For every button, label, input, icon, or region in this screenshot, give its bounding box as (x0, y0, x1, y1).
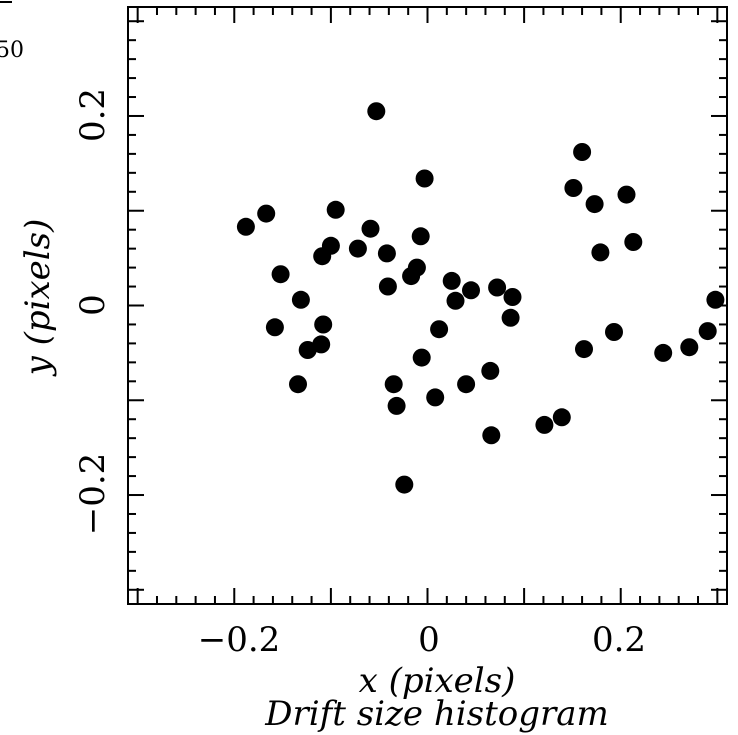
scatter-point (488, 278, 507, 297)
corner-fragment-label: 50 (0, 38, 24, 63)
scatter-point (384, 375, 403, 394)
scatter-point (412, 348, 431, 367)
scatter-point (564, 179, 583, 197)
scatter-point (298, 341, 317, 359)
scatter-point (265, 318, 284, 337)
scatter-point (314, 315, 333, 334)
scatter-point (291, 290, 310, 309)
scatter-point (457, 375, 476, 394)
scatter-point (367, 102, 386, 121)
scatter-point (585, 195, 604, 214)
scatter-point (535, 415, 554, 434)
axis-ticks (128, 7, 727, 604)
scatter-point (680, 338, 699, 357)
scatter-point (377, 244, 396, 263)
x-tick-label: 0.2 (592, 620, 646, 660)
scatter-point (706, 290, 725, 309)
scatter-point (573, 143, 592, 161)
scatter-point (378, 277, 397, 296)
scatter-point (462, 281, 480, 300)
scatter-point (387, 396, 406, 415)
scatter-point (442, 271, 461, 290)
scatter-point (411, 227, 430, 246)
x-tick-label: −0.2 (198, 620, 281, 660)
scatter-point (271, 265, 290, 284)
scatter-point (605, 323, 623, 341)
plot-frame (127, 6, 728, 605)
scatter-point (395, 475, 414, 494)
scatter-point (503, 288, 522, 306)
scatter-point (552, 408, 571, 427)
scatter-point (348, 239, 367, 258)
scatter-point (624, 233, 643, 251)
scatter-point (415, 169, 434, 188)
scatter-point (430, 320, 449, 339)
scatter-point (501, 308, 520, 327)
x-axis-label: x (pixels) (359, 661, 516, 701)
scatter-point (236, 217, 255, 236)
scatter-point (446, 291, 465, 310)
y-axis-label: y (pixels) (18, 219, 58, 378)
scatter-point (481, 361, 500, 380)
x-tick-label: 0 (418, 620, 440, 660)
scatter-point (326, 200, 345, 219)
y-tick-label: −0.2 (73, 453, 113, 536)
scatter-point (591, 243, 610, 262)
chart-caption: Drift size histogram (264, 694, 609, 734)
data-points (236, 102, 725, 494)
scatter-point (426, 388, 445, 407)
scatter-point (654, 343, 673, 362)
scatter-point (617, 185, 636, 204)
scatter-point (575, 340, 593, 359)
scatter-point (698, 322, 717, 341)
scatter-point (402, 267, 421, 286)
scatter-point (313, 247, 332, 266)
scatter-point (482, 426, 501, 445)
scatter-point (257, 204, 276, 223)
y-tick-label: 0.2 (73, 88, 113, 142)
scatter-point (312, 335, 331, 354)
y-tick-label: 0 (73, 294, 113, 316)
scatter-point (361, 219, 380, 238)
scatter-point (289, 375, 307, 394)
